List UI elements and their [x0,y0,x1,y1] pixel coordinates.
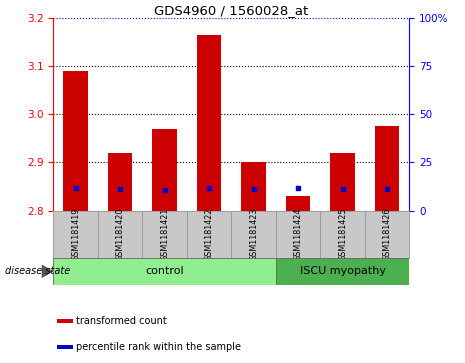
Bar [53,211,98,258]
Bar [98,211,142,258]
Bar [232,211,276,258]
Bar [320,211,365,258]
Bar [197,35,221,211]
Bar [108,153,133,211]
Bar [57,344,73,349]
Bar [365,211,409,258]
Bar [187,211,232,258]
Text: ISCU myopathy: ISCU myopathy [299,266,385,276]
Bar [241,162,266,211]
Bar [276,211,320,258]
Bar [330,153,355,211]
Text: GSM1181420: GSM1181420 [116,207,125,261]
Bar [375,126,399,211]
Text: GSM1181419: GSM1181419 [71,207,80,261]
Text: disease state: disease state [5,266,70,276]
Bar [153,129,177,211]
Text: GSM1181424: GSM1181424 [293,207,303,261]
Text: GSM1181423: GSM1181423 [249,207,258,261]
Bar [64,71,88,211]
Title: GDS4960 / 1560028_at: GDS4960 / 1560028_at [154,4,308,17]
Bar [286,196,310,211]
Bar [142,211,187,258]
Text: GSM1181425: GSM1181425 [338,207,347,261]
Bar [53,258,276,285]
Text: GSM1181426: GSM1181426 [383,207,392,261]
Text: GSM1181422: GSM1181422 [205,207,213,261]
Bar [57,319,73,323]
Text: GSM1181421: GSM1181421 [160,207,169,261]
Text: percentile rank within the sample: percentile rank within the sample [75,342,240,352]
Text: transformed count: transformed count [75,316,166,326]
Text: control: control [146,266,184,276]
Bar [276,258,409,285]
Polygon shape [42,265,53,278]
